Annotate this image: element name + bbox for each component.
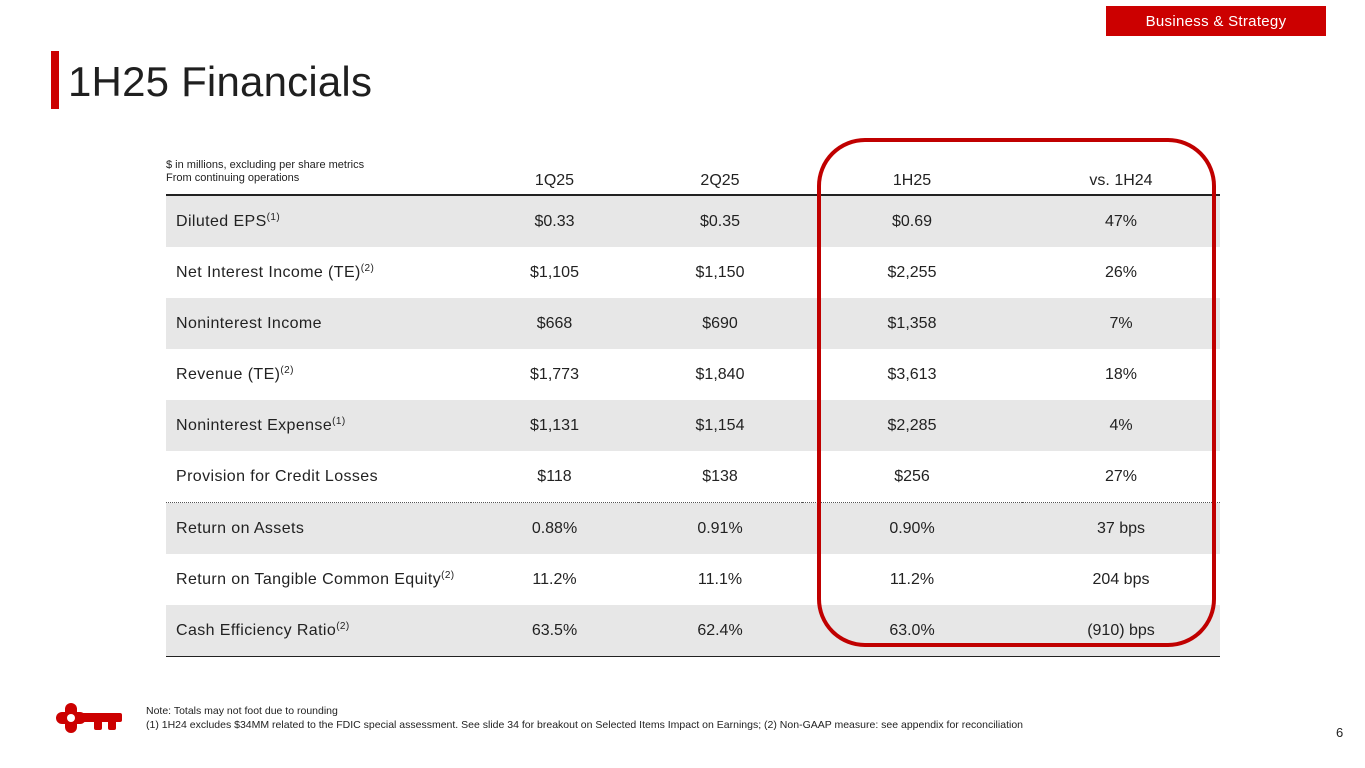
cell: 18% [1104, 365, 1138, 383]
footnote-line: (1) 1H24 excludes $34MM related to the F… [146, 719, 1023, 731]
cell: 0.88% [471, 502, 638, 554]
cell: $1,131 [471, 400, 638, 451]
row-label: Diluted EPS(1) [166, 195, 471, 247]
cell: 11.2% [532, 570, 577, 588]
units-note-line: $ in millions, excluding per share metri… [166, 159, 365, 171]
cell: $256 [802, 451, 1022, 503]
table-row: Provision for Credit Losses $118 $138 $2… [166, 451, 1220, 503]
table-row: Return on Assets 0.88% 0.91% 0.90% 37 bp… [166, 502, 1220, 554]
page-number: 6 [1336, 725, 1344, 740]
table-row: Noninterest Income $668 $690 $1,358 7% [166, 298, 1220, 349]
cell: 37 bps [1022, 502, 1220, 554]
cell: $1,154 [638, 400, 802, 451]
cell: $0.33 [471, 195, 638, 247]
row-label: Provision for Credit Losses [166, 451, 471, 503]
cell: $0.69 [802, 195, 1022, 247]
cell: $1,840 [695, 365, 745, 383]
table-row: Revenue (TE)(2) $1,773 $1,840 $3,613 18% [166, 349, 1220, 400]
cell: 26% [1104, 263, 1138, 281]
cell: 27% [1022, 451, 1220, 503]
table-row: Return on Tangible Common Equity(2) 11.2… [166, 554, 1220, 605]
column-header: 1H25 [802, 153, 1022, 196]
cell: 11.2% [889, 570, 935, 588]
table-units-note: $ in millions, excluding per share metri… [166, 159, 364, 185]
row-label: Cash Efficiency Ratio(2) [166, 605, 471, 657]
cell: $1,105 [530, 263, 579, 281]
cell: $0.35 [638, 195, 802, 247]
column-header: vs. 1H24 [1022, 153, 1220, 196]
cell: 4% [1022, 400, 1220, 451]
cell: 11.1% [697, 570, 743, 588]
page-title: 1H25 Financials [68, 58, 373, 105]
cell: $138 [638, 451, 802, 503]
table-row: Net Interest Income (TE)(2) $1,105 $1,15… [166, 247, 1220, 298]
cell: $1,150 [695, 263, 745, 281]
cell: $2,255 [887, 263, 937, 281]
cell: $1,773 [530, 365, 579, 383]
cell: $2,285 [802, 400, 1022, 451]
row-label: Revenue (TE)(2) [176, 364, 294, 383]
column-header: 2Q25 [638, 153, 802, 196]
table-row: Noninterest Expense(1) $1,131 $1,154 $2,… [166, 400, 1220, 451]
key-icon [56, 703, 122, 733]
cell: $1,358 [802, 298, 1022, 349]
cell: 63.5% [471, 605, 638, 657]
cell: 204 bps [1092, 570, 1150, 588]
row-label: Net Interest Income (TE)(2) [176, 262, 375, 281]
cell: 47% [1022, 195, 1220, 247]
header-note [166, 153, 471, 196]
financials-table: 1Q25 2Q25 1H25 vs. 1H24 Diluted EPS(1) $… [166, 153, 1220, 657]
row-label: Noninterest Expense(1) [166, 400, 471, 451]
column-header: 1Q25 [471, 153, 638, 196]
cell: $668 [471, 298, 638, 349]
table-header-row: 1Q25 2Q25 1H25 vs. 1H24 [166, 153, 1220, 196]
cell: 7% [1022, 298, 1220, 349]
title-accent-bar [51, 51, 59, 109]
units-note-line: From continuing operations [166, 172, 300, 184]
table-row: Cash Efficiency Ratio(2) 63.5% 62.4% 63.… [166, 605, 1220, 657]
cell: $3,613 [887, 365, 937, 383]
cell: $690 [638, 298, 802, 349]
cell: 0.90% [802, 502, 1022, 554]
row-label: Return on Assets [166, 502, 471, 554]
cell: $118 [471, 451, 638, 503]
footnote-line: Note: Totals may not foot due to roundin… [146, 705, 338, 717]
cell: (910) bps [1022, 605, 1220, 657]
cell: 62.4% [638, 605, 802, 657]
row-label: Return on Tangible Common Equity(2) [176, 569, 455, 588]
cell: 63.0% [802, 605, 1022, 657]
footnotes: Note: Totals may not foot due to roundin… [146, 704, 1023, 732]
cell: 0.91% [638, 502, 802, 554]
row-label: Noninterest Income [166, 298, 471, 349]
section-badge: Business & Strategy [1106, 6, 1326, 36]
table-row: Diluted EPS(1) $0.33 $0.35 $0.69 47% [166, 195, 1220, 247]
